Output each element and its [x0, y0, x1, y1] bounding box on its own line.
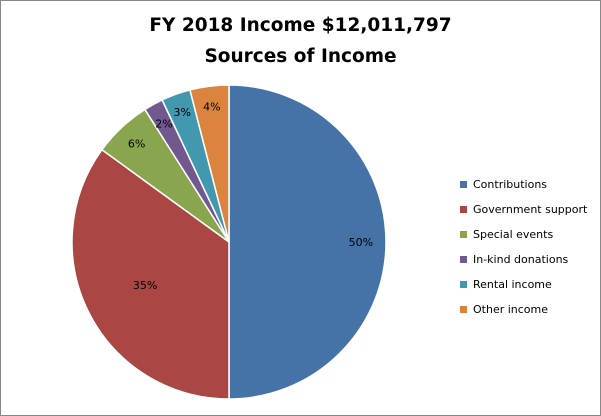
legend-swatch-other-income [460, 306, 467, 314]
legend-item-in-kind-donations: In-kind donations [460, 252, 587, 268]
legend-label-other-income: Other income [473, 303, 549, 317]
legend-item-special-events: Special events [460, 226, 587, 242]
legend-label-contributions: Contributions [473, 177, 548, 191]
pie-slice-other-income [189, 84, 230, 243]
data-label-contributions: 50% [349, 236, 373, 249]
chart-subtitle: Sources of Income [204, 46, 397, 67]
pie-slice-contributions [228, 84, 387, 400]
legend-swatch-special-events [460, 230, 467, 238]
legend-swatch-government-support [460, 205, 467, 213]
legend-label-government-support: Government support [473, 202, 588, 216]
data-label-other-income: 4% [203, 101, 220, 114]
chart-title: FY 2018 Income $12,011,797 [149, 15, 452, 36]
legend-swatch-contributions [460, 180, 467, 188]
legend-label-special-events: Special events [473, 227, 554, 241]
data-label-rental-income: 3% [173, 106, 190, 119]
data-label-special-events: 6% [128, 138, 145, 151]
data-label-in-kind-donations: 2% [155, 118, 172, 131]
legend-item-government-support: Government support [460, 201, 587, 217]
legend-swatch-in-kind-donations [460, 256, 467, 264]
pie-slice-government-support [71, 148, 230, 400]
legend-label-rental-income: Rental income [473, 278, 552, 292]
data-label-government-support: 35% [133, 279, 157, 292]
legend-label-in-kind-donations: In-kind donations [473, 253, 569, 267]
legend-item-other-income: Other income [460, 302, 587, 318]
legend-item-rental-income: Rental income [460, 277, 587, 293]
legend-swatch-rental-income [460, 281, 467, 289]
legend-item-contributions: Contributions [460, 176, 587, 192]
legend: Contributions Government support Special e… [460, 176, 587, 327]
